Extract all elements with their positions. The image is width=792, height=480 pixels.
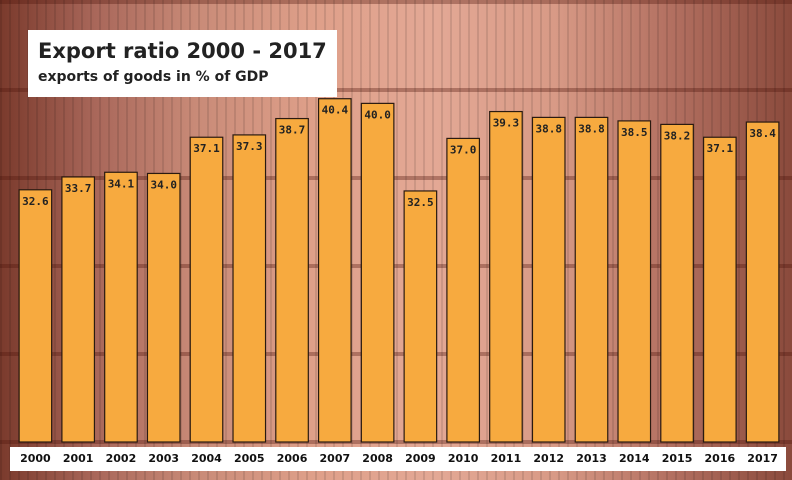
x-tick-label: 2011 bbox=[491, 452, 522, 465]
value-label: 33.7 bbox=[65, 182, 92, 195]
value-label: 37.1 bbox=[193, 142, 220, 155]
value-label: 37.1 bbox=[707, 142, 734, 155]
x-axis-strip bbox=[10, 447, 786, 471]
x-tick-label: 2003 bbox=[148, 452, 179, 465]
chart-title: Export ratio 2000 - 2017 bbox=[38, 39, 327, 63]
x-tick-label: 2001 bbox=[63, 452, 94, 465]
x-tick-label: 2010 bbox=[448, 452, 479, 465]
value-label: 38.7 bbox=[279, 124, 306, 137]
x-tick-label: 2009 bbox=[405, 452, 436, 465]
bar bbox=[660, 123, 694, 443]
bar bbox=[146, 172, 181, 443]
bar bbox=[275, 117, 309, 443]
value-label: 37.3 bbox=[236, 140, 263, 153]
value-label: 34.1 bbox=[108, 177, 135, 190]
bar bbox=[360, 102, 395, 443]
bar bbox=[489, 110, 523, 443]
bar bbox=[232, 134, 267, 443]
bar bbox=[61, 176, 96, 443]
value-label: 38.2 bbox=[664, 129, 691, 142]
value-label: 32.5 bbox=[407, 196, 434, 209]
bar bbox=[317, 98, 352, 443]
x-tick-label: 2015 bbox=[662, 452, 693, 465]
bar bbox=[18, 189, 53, 443]
value-label: 37.0 bbox=[450, 143, 477, 156]
bar bbox=[104, 171, 138, 443]
x-tick-label: 2007 bbox=[320, 452, 351, 465]
bar bbox=[617, 120, 652, 443]
title-box bbox=[28, 30, 337, 97]
x-tick-label: 2005 bbox=[234, 452, 265, 465]
value-label: 34.0 bbox=[150, 178, 177, 191]
x-tick-label: 2002 bbox=[106, 452, 137, 465]
x-tick-label: 2000 bbox=[20, 452, 51, 465]
value-label: 38.4 bbox=[749, 127, 776, 140]
bar bbox=[403, 190, 438, 443]
value-label: 38.8 bbox=[535, 122, 562, 135]
x-tick-label: 2008 bbox=[362, 452, 393, 465]
value-label: 39.3 bbox=[493, 117, 520, 130]
value-label: 40.4 bbox=[322, 104, 349, 117]
x-tick-label: 2014 bbox=[619, 452, 650, 465]
bar bbox=[531, 116, 566, 443]
value-label: 38.8 bbox=[578, 122, 605, 135]
x-tick-label: 2016 bbox=[705, 452, 736, 465]
chart-subtitle: exports of goods in % of GDP bbox=[38, 69, 269, 85]
bar bbox=[745, 121, 780, 443]
bar bbox=[189, 136, 224, 443]
x-tick-label: 2017 bbox=[747, 452, 778, 465]
value-label: 40.0 bbox=[364, 108, 391, 121]
bar bbox=[702, 136, 737, 443]
value-label: 38.5 bbox=[621, 126, 648, 139]
bar bbox=[446, 137, 481, 443]
x-tick-label: 2004 bbox=[191, 452, 222, 465]
x-tick-label: 2012 bbox=[533, 452, 564, 465]
bar bbox=[574, 116, 609, 443]
x-tick-label: 2006 bbox=[277, 452, 308, 465]
value-label: 32.6 bbox=[22, 195, 49, 208]
x-tick-label: 2013 bbox=[576, 452, 607, 465]
